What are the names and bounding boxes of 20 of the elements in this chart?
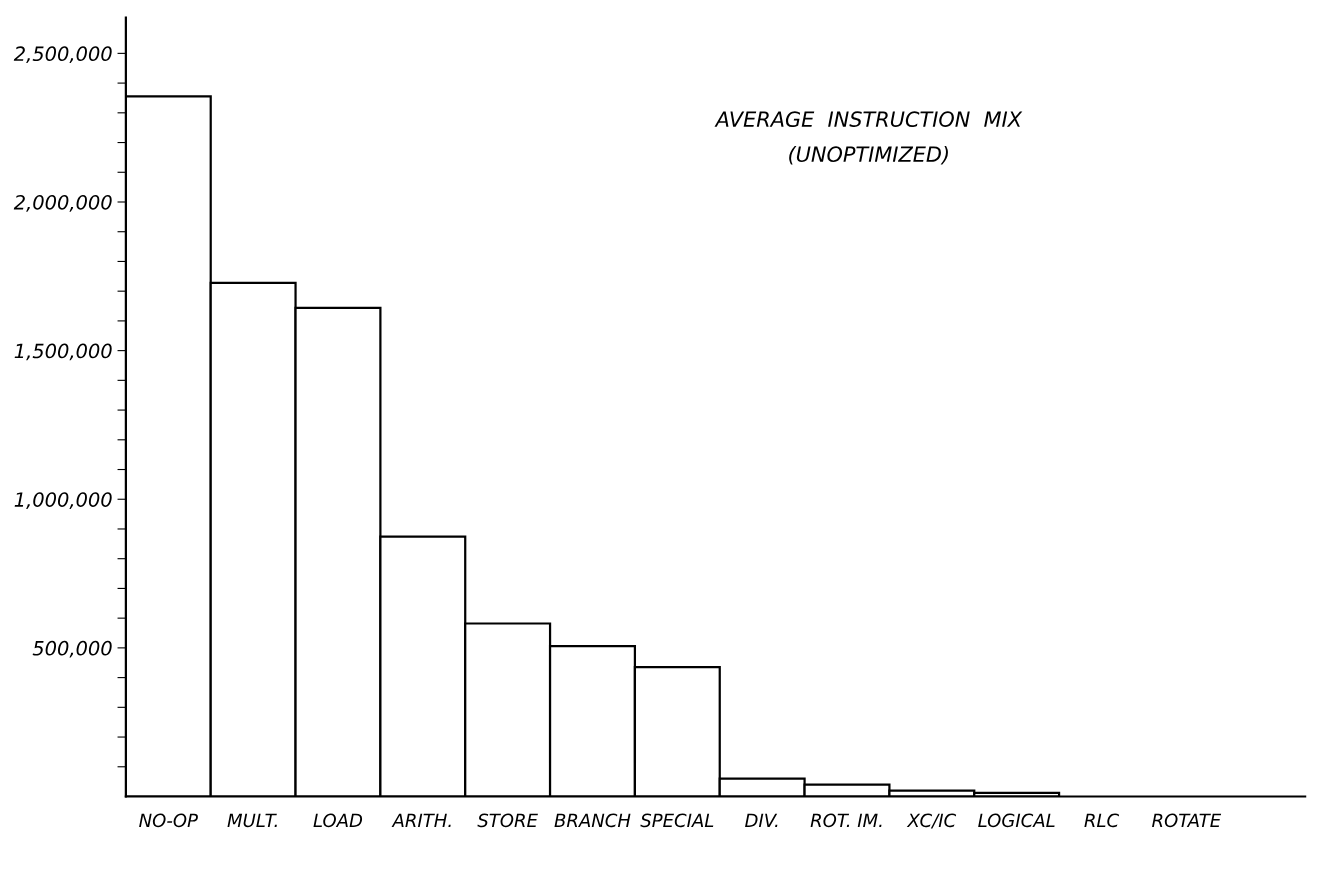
x-tick-label: BRANCH [554, 813, 631, 828]
text: AVERAGE INSTRUCTION MIX [714, 111, 1023, 128]
y-tick-label: 1,000,000 [14, 492, 112, 509]
x-tick-label: ROT. IM. [810, 813, 882, 828]
y-tick-label: 2,500,000 [13, 46, 112, 64]
x-tick-label: DIV. [745, 813, 778, 827]
x-tick-label: NO-OP [139, 813, 198, 828]
x-tick-label: MULT. [227, 813, 277, 828]
x-tick-label: ARITH. [391, 813, 451, 827]
x-tick-label: RLC [1084, 813, 1120, 828]
x-tick-label: ROTATE [1152, 813, 1222, 828]
y-tick-label: 500,000 [32, 640, 112, 658]
x-tick-label: LOAD [313, 813, 363, 828]
x-tick-label: XC/IC [906, 813, 957, 829]
y-tick-label: 2,000,000 [13, 194, 112, 212]
x-tick-label: STORE [477, 813, 538, 828]
y-tick-label: 1,500,000 [14, 343, 112, 361]
text: (UNOPTIMIZED) [789, 145, 948, 165]
x-tick-label: SPECIAL [640, 813, 714, 828]
x-tick-label: LOGICAL [978, 813, 1055, 828]
